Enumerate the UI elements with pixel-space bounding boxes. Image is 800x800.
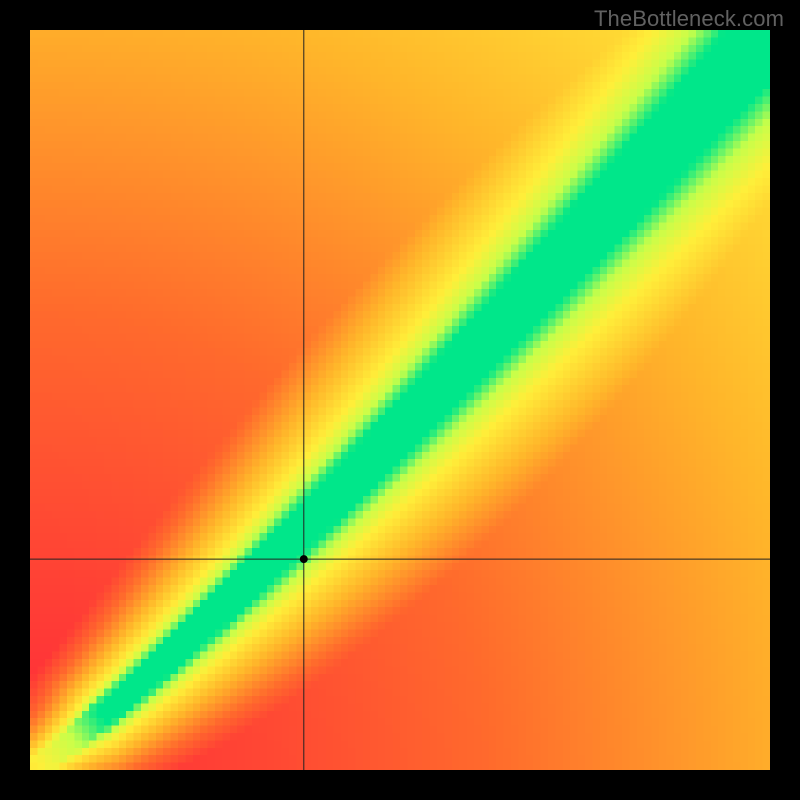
watermark-text: TheBottleneck.com — [594, 6, 784, 32]
chart-container: { "watermark": { "text": "TheBottleneck.… — [0, 0, 800, 800]
bottleneck-heatmap — [30, 30, 770, 770]
